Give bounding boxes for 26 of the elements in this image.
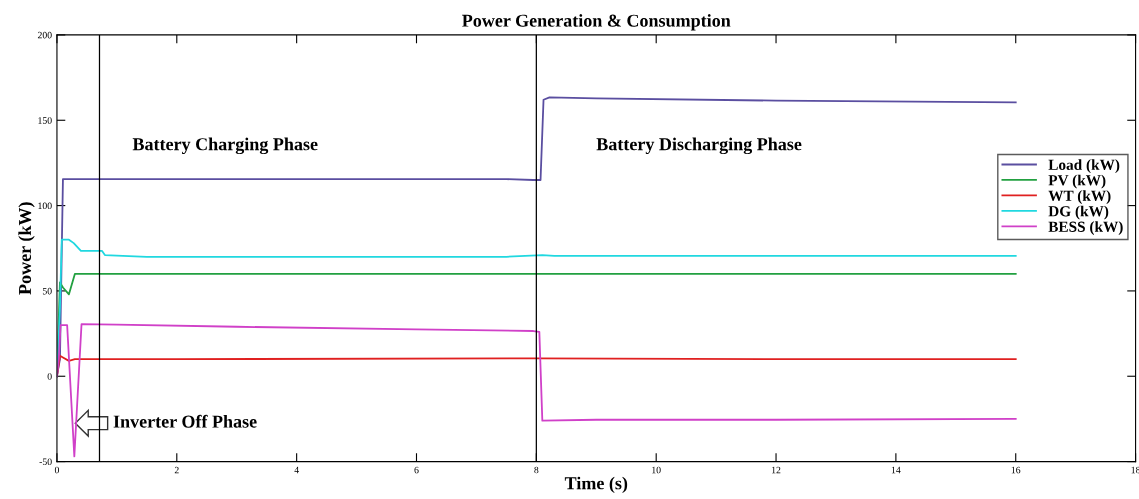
annotation: Battery Discharging Phase [596,137,802,155]
x-tick-label: 6 [414,466,419,474]
legend-label: WT (kW) [1048,190,1111,205]
x-axis-title: Time (s) [564,476,628,494]
y-tick-label: 150 [38,117,52,124]
y-tick-label: 200 [37,31,52,39]
x-tick-label: 8 [534,466,539,474]
x-tick-label: 0 [54,466,60,474]
x-tick-label: 2 [174,466,179,474]
y-tick-label: 0 [47,373,52,380]
x-tick-label: 12 [772,466,781,474]
y-axis-title: Power (kW) [18,202,35,295]
legend-label: PV (kW) [1048,174,1106,189]
y-tick-label: 50 [42,287,52,295]
chart-title: Power Generation & Consumption [462,14,731,31]
legend-label: BESS (kW) [1048,221,1123,235]
annotation: Battery Charging Phase [132,137,318,155]
x-tick-label: 14 [891,466,901,474]
y-tick-label: 100 [38,202,52,210]
legend-label: Load (kW) [1048,159,1120,174]
y-tick-label: -50 [39,458,52,466]
annotation: Inverter Off Phase [113,414,257,428]
x-tick-label: 10 [652,466,661,474]
x-tick-label: 4 [294,466,299,474]
legend-label: DG (kW) [1048,205,1109,220]
x-tick-label: 16 [1011,466,1021,474]
